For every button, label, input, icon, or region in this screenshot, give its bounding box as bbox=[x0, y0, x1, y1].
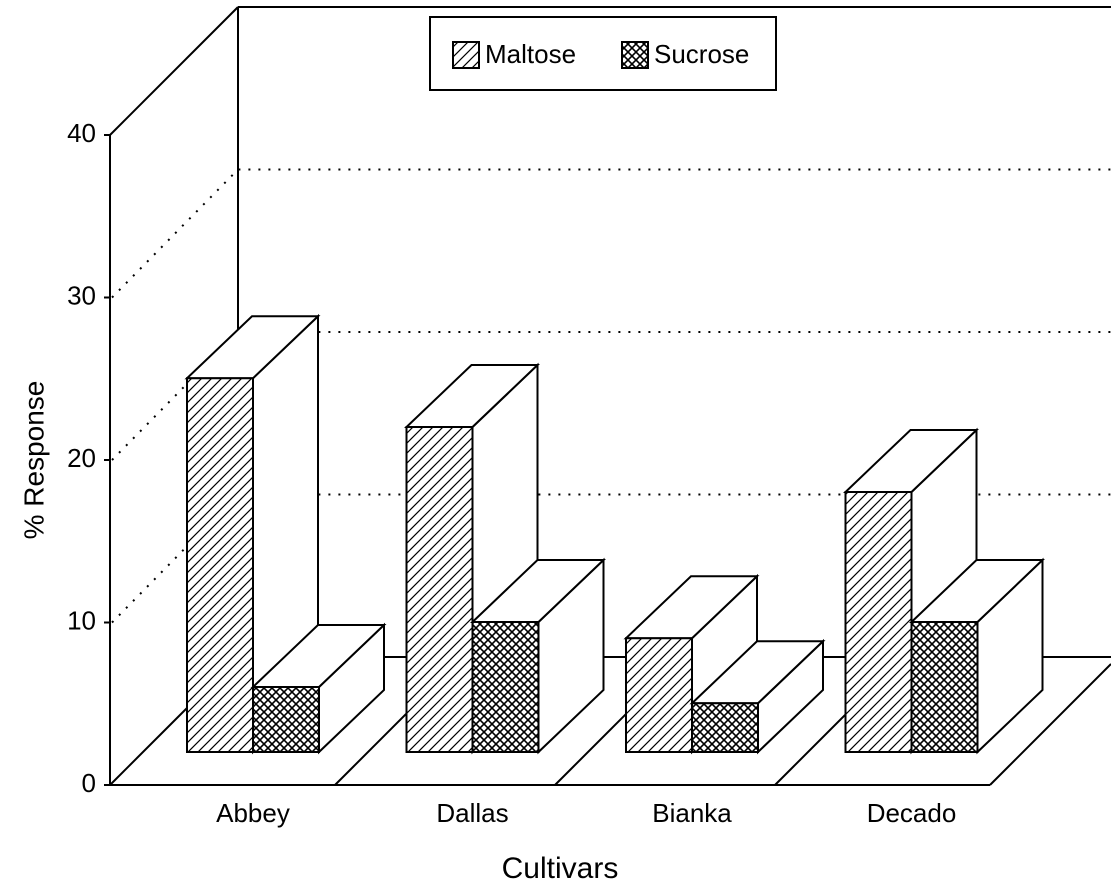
bar-front bbox=[252, 686, 320, 753]
bar-front bbox=[186, 377, 254, 753]
bar-front bbox=[405, 426, 474, 753]
bar-front bbox=[471, 621, 540, 753]
grid-line bbox=[111, 168, 1111, 299]
grid bbox=[111, 168, 1111, 624]
grid-line bbox=[111, 493, 1111, 624]
bar bbox=[470, 557, 606, 755]
legend-swatch bbox=[621, 41, 649, 69]
bar bbox=[250, 622, 387, 755]
y-tick-label: 30 bbox=[67, 280, 96, 310]
y-tick-label: 0 bbox=[82, 768, 96, 798]
bar bbox=[909, 557, 1045, 755]
bar-front bbox=[625, 637, 693, 753]
legend-swatch bbox=[452, 41, 480, 69]
legend-label: Sucrose bbox=[654, 39, 749, 69]
x-tick-label: Decado bbox=[867, 798, 957, 828]
bar bbox=[689, 638, 826, 755]
x-tick-label: Dallas bbox=[436, 798, 508, 828]
x-tick-label: Abbey bbox=[216, 798, 290, 828]
y-tick-label: 10 bbox=[67, 605, 96, 635]
grid-line bbox=[111, 331, 1111, 461]
bars bbox=[184, 313, 1045, 755]
legend: Maltose Sucrose bbox=[429, 16, 777, 91]
y-tick-label: 40 bbox=[67, 118, 96, 148]
y-tick-label: 20 bbox=[67, 443, 96, 473]
x-axis-label: Cultivars bbox=[502, 852, 619, 885]
legend-label: Maltose bbox=[485, 39, 576, 69]
bar-front bbox=[910, 621, 979, 753]
y-axis-label: % Response bbox=[18, 381, 49, 540]
x-tick-label: Bianka bbox=[652, 798, 732, 828]
bar-front bbox=[691, 702, 759, 753]
bar-front bbox=[844, 491, 913, 753]
legend-box bbox=[429, 16, 777, 91]
